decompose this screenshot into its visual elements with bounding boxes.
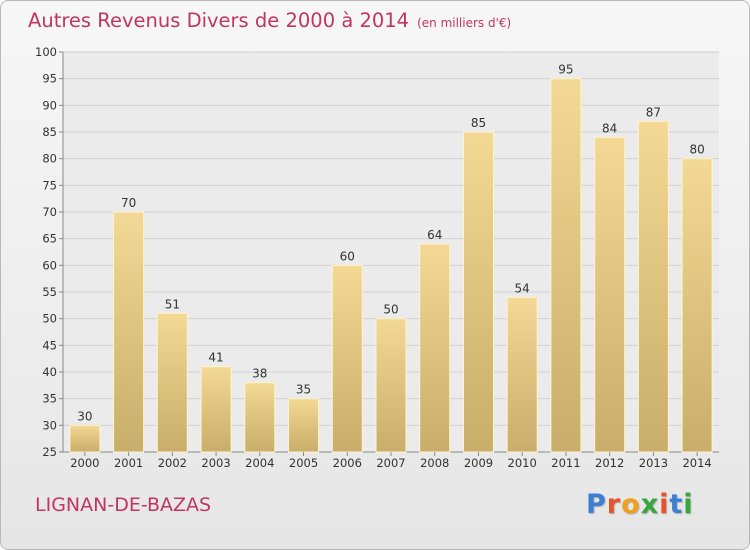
x-tick-label: 2005	[289, 456, 318, 470]
x-tick-label: 2011	[551, 456, 580, 470]
bar	[113, 211, 145, 453]
data-label: 50	[383, 303, 398, 317]
bar	[463, 131, 494, 453]
data-label: 95	[558, 63, 573, 77]
bar	[69, 424, 101, 453]
data-label: 80	[689, 143, 704, 157]
y-tick-label: 35	[42, 392, 57, 406]
logo-letter: t	[669, 489, 684, 520]
logo-letter: r	[606, 489, 622, 520]
data-label: 85	[471, 116, 486, 130]
y-tick-label: 45	[42, 338, 57, 352]
data-label: 60	[340, 249, 355, 263]
bar	[375, 318, 407, 453]
bar	[594, 136, 626, 453]
data-label: 51	[165, 297, 180, 311]
title-main: Autres Revenus Divers de 2000 à 2014	[28, 9, 410, 32]
bar	[288, 398, 319, 453]
y-tick-label: 65	[42, 232, 57, 246]
x-tick-label: 2003	[201, 456, 230, 470]
data-label: 70	[121, 196, 136, 210]
x-tick-label: 2010	[508, 456, 537, 470]
proxiti-logo: Proxiti	[586, 489, 694, 520]
bar	[156, 312, 188, 453]
y-tick-label: 25	[42, 445, 57, 459]
data-label: 35	[296, 383, 311, 397]
data-label: 87	[646, 105, 661, 119]
x-tick-label: 2002	[158, 456, 187, 470]
x-tick-label: 2004	[245, 456, 274, 470]
bar	[550, 78, 582, 453]
logo-letter: x	[640, 489, 660, 520]
x-tick-label: 2009	[464, 456, 493, 470]
data-label: 41	[208, 351, 223, 365]
y-tick-label: 40	[42, 365, 57, 379]
y-tick-label: 85	[42, 125, 57, 139]
y-tick-label: 75	[42, 178, 57, 192]
y-tick-label: 90	[42, 98, 57, 112]
bar	[681, 158, 713, 453]
x-tick-label: 2000	[70, 456, 99, 470]
x-tick-label: 2008	[420, 456, 449, 470]
chart-title: Autres Revenus Divers de 2000 à 2014 (en …	[28, 9, 511, 32]
y-tick-label: 60	[42, 258, 57, 272]
x-tick-label: 2012	[595, 456, 624, 470]
y-tick-label: 100	[35, 45, 57, 59]
bar	[244, 382, 276, 453]
bar	[331, 264, 363, 453]
y-tick-label: 80	[42, 152, 57, 166]
x-tick-label: 2013	[639, 456, 668, 470]
x-tick-label: 2007	[376, 456, 405, 470]
data-label: 64	[427, 228, 442, 242]
data-label: 30	[77, 409, 92, 423]
data-label: 54	[515, 281, 530, 295]
y-tick-label: 95	[42, 72, 57, 86]
title-unit: (en milliers d'€)	[417, 16, 512, 30]
logo-letter: P	[586, 489, 607, 520]
data-label: 38	[252, 367, 267, 381]
logo-letter: i	[659, 489, 670, 520]
logo-letter: o	[621, 489, 641, 520]
x-tick-label: 2014	[682, 456, 711, 470]
data-label: 84	[602, 121, 617, 135]
x-tick-label: 2006	[333, 456, 362, 470]
bar	[200, 366, 232, 453]
bar	[419, 243, 451, 453]
y-tick-label: 70	[42, 205, 57, 219]
logo-letter: i	[683, 489, 694, 520]
commune-name: LIGNAN-DE-BAZAS	[35, 494, 212, 516]
x-tick-label: 2001	[114, 456, 143, 470]
y-tick-label: 30	[42, 418, 57, 432]
bar	[506, 296, 538, 453]
bar	[637, 120, 669, 453]
y-tick-label: 55	[42, 285, 57, 299]
y-tick-label: 50	[42, 312, 57, 326]
